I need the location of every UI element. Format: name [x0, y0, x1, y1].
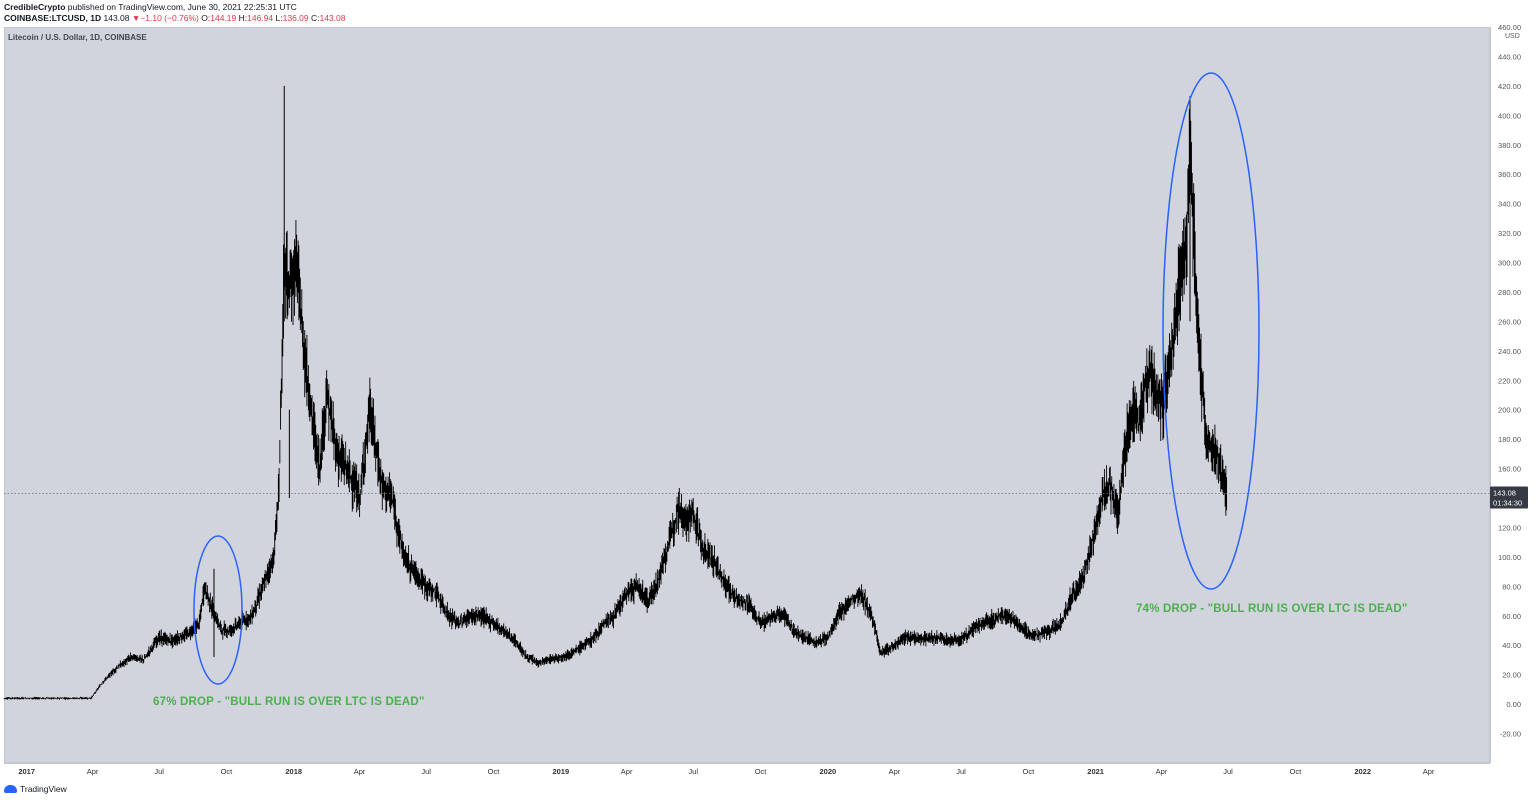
y-tick-label: 420.00 [1498, 82, 1521, 91]
x-tick-label: Jul [688, 767, 698, 776]
high-label: H: [238, 13, 248, 23]
y-tick-label: 100.00 [1498, 553, 1521, 562]
y-tick-label: 340.00 [1498, 200, 1521, 209]
x-tick-label: Jul [956, 767, 966, 776]
x-tick-label: Apr [621, 767, 633, 776]
high-value: 146.94 [247, 13, 274, 23]
highlight-ellipse-2017 [193, 535, 243, 685]
y-tick-label: 400.00 [1498, 111, 1521, 120]
low-value: 136.09 [282, 13, 309, 23]
close-value: 143.08 [319, 13, 346, 23]
x-tick-label: Jul [421, 767, 431, 776]
y-tick-label: 300.00 [1498, 259, 1521, 268]
publish-text: published on TradingView.com, June 30, 2… [67, 2, 297, 12]
x-tick-label: Oct [488, 767, 501, 776]
cloud-icon [4, 785, 17, 793]
x-tick-label: 2019 [552, 767, 569, 776]
y-tick-label: 440.00 [1498, 52, 1521, 61]
y-tick-label: 20.00 [1502, 671, 1521, 680]
y-tick-label: 160.00 [1498, 465, 1521, 474]
x-tick-label: Oct [1290, 767, 1303, 776]
publish-info: CredibleCrypto published on TradingView.… [4, 2, 297, 12]
y-tick-label: 40.00 [1502, 641, 1521, 650]
y-tick-label: 120.00 [1498, 523, 1521, 532]
price-axis[interactable] [1490, 27, 1536, 763]
author-name: CredibleCrypto [4, 2, 66, 12]
x-tick-label: 2017 [18, 767, 35, 776]
x-tick-label: 2020 [820, 767, 837, 776]
x-tick-label: 2018 [285, 767, 302, 776]
y-tick-label: 380.00 [1498, 141, 1521, 150]
y-tick-label: 80.00 [1502, 582, 1521, 591]
x-tick-label: Apr [87, 767, 99, 776]
annotation-2021: 74% DROP - "BULL RUN IS OVER LTC IS DEAD… [1136, 603, 1408, 615]
x-tick-label: Apr [1423, 767, 1435, 776]
y-tick-label: 320.00 [1498, 229, 1521, 238]
y-tick-label: 240.00 [1498, 347, 1521, 356]
x-tick-label: Apr [889, 767, 901, 776]
y-tick-label: 200.00 [1498, 406, 1521, 415]
price-candles [3, 100, 1228, 700]
x-tick-label: Oct [221, 767, 234, 776]
x-tick-label: Oct [755, 767, 768, 776]
x-tick-label: Oct [1022, 767, 1035, 776]
open-value: 144.19 [210, 13, 237, 23]
annotation-2017: 67% DROP - "BULL RUN IS OVER LTC IS DEAD… [153, 696, 425, 708]
chart-title: Litecoin / U.S. Dollar, 1D, COINBASE [8, 33, 147, 42]
x-tick-label: Apr [354, 767, 366, 776]
last-price-tag [1490, 486, 1528, 509]
time-axis[interactable] [4, 763, 1490, 780]
price-change: −1.10 (−0.76%) [140, 13, 199, 23]
last-price: 143.08 [103, 13, 130, 23]
axis-unit: USD [1505, 33, 1520, 40]
symbol-name: COINBASE:LTCUSD, 1D [4, 13, 102, 23]
last-price-tag-countdown: 01:34:30 [1493, 499, 1522, 508]
x-tick-label: Apr [1156, 767, 1168, 776]
y-tick-label: -20.00 [1500, 730, 1521, 739]
tradingview-logo[interactable]: TradingView [4, 784, 67, 794]
x-tick-label: Jul [1223, 767, 1233, 776]
y-tick-label: 360.00 [1498, 170, 1521, 179]
last-price-tag-value: 143.08 [1493, 489, 1516, 498]
y-tick-label: 280.00 [1498, 288, 1521, 297]
x-tick-label: 2021 [1087, 767, 1104, 776]
x-tick-label: Jul [154, 767, 164, 776]
brand-name: TradingView [20, 784, 67, 794]
chart-pane[interactable] [4, 27, 1490, 763]
y-tick-label: 460.00 [1498, 23, 1521, 32]
close-label: C: [310, 13, 320, 23]
y-tick-label: 60.00 [1502, 612, 1521, 621]
y-tick-label: 180.00 [1498, 435, 1521, 444]
highlight-ellipse-2021 [1162, 72, 1260, 590]
low-label: L: [275, 13, 283, 23]
x-tick-label: 2022 [1354, 767, 1371, 776]
y-tick-label: 0.00 [1506, 700, 1521, 709]
open-label: O: [201, 13, 211, 23]
y-tick-label: 260.00 [1498, 317, 1521, 326]
down-arrow-icon: ▼ [131, 13, 141, 23]
ohlc-line: COINBASE:LTCUSD, 1D 143.08 ▼−1.10 (−0.76… [4, 13, 345, 23]
y-tick-label: 220.00 [1498, 376, 1521, 385]
